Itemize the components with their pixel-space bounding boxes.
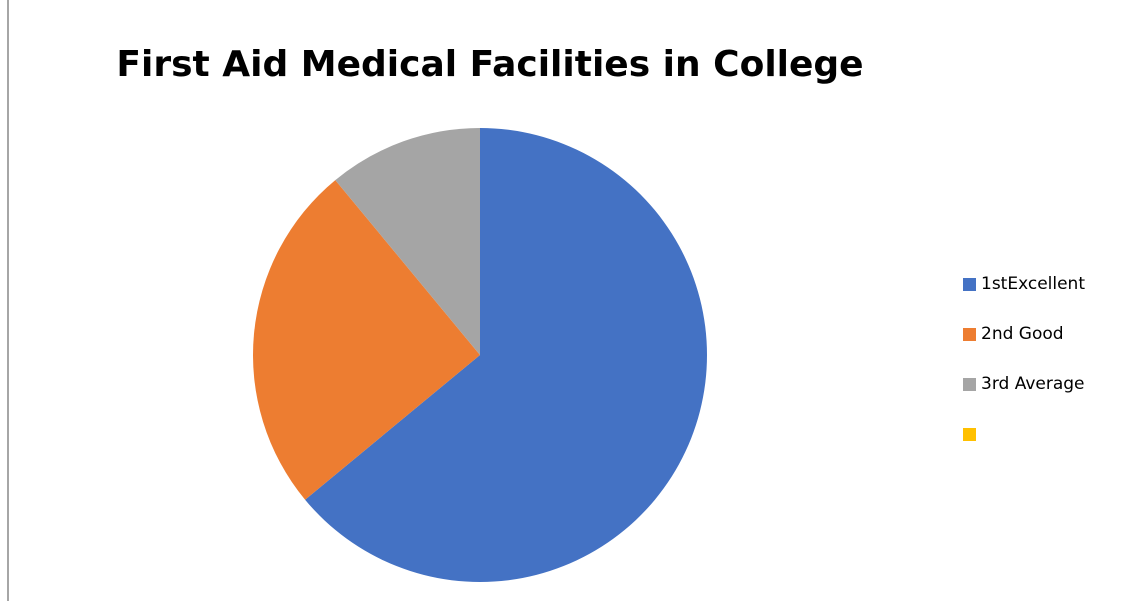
legend-item-excellent: 1stExcellent — [963, 272, 1133, 296]
legend-swatch-excellent — [963, 277, 976, 291]
legend-item-good: 2nd Good — [963, 322, 1133, 346]
legend-label-excellent: 1stExcellent — [981, 274, 1085, 294]
legend-swatch-average — [963, 377, 976, 391]
legend-label-average: 3rd Average — [981, 374, 1085, 394]
legend-swatch-unlabeled — [963, 427, 976, 441]
chart-legend: 1stExcellent 2nd Good 3rd Average — [963, 272, 1133, 472]
legend-swatch-good — [963, 327, 976, 341]
pie-slice-excellent — [305, 128, 707, 582]
left-border-line — [7, 0, 9, 601]
legend-item-unlabeled — [963, 422, 1133, 446]
pie-slice-average — [335, 127, 480, 355]
chart-title: First Aid Medical Facilities in College — [116, 44, 864, 85]
legend-item-average: 3rd Average — [963, 372, 1133, 396]
pie-slice-good — [252, 180, 480, 500]
legend-label-good: 2nd Good — [981, 324, 1064, 344]
